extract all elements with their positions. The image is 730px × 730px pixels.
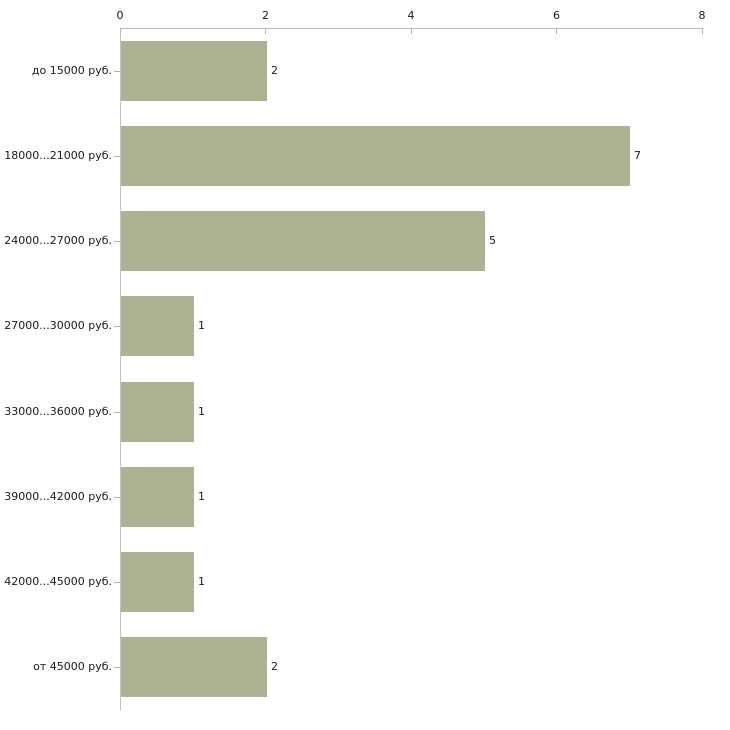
- x-tick-4: [701, 28, 703, 34]
- category-label-4: 33000...36000 руб.: [4, 404, 112, 418]
- category-label-2: 24000...27000 руб.: [4, 234, 112, 248]
- x-tick-label-3: 6: [553, 9, 560, 22]
- bar-value-label-0: 2: [271, 63, 278, 77]
- bar-0[interactable]: [121, 41, 267, 101]
- y-axis-line: [120, 28, 121, 710]
- x-tick-label-4: 8: [698, 9, 706, 22]
- bar-value-label-6: 1: [198, 575, 205, 589]
- y-tick-7: [114, 667, 120, 668]
- x-tick-0: [119, 28, 121, 34]
- category-label-7: от 45000 руб.: [33, 660, 112, 674]
- x-tick-1: [265, 28, 266, 34]
- category-label-1: 18000...21000 руб.: [4, 148, 112, 162]
- y-tick-4: [114, 412, 120, 413]
- y-tick-1: [114, 156, 120, 157]
- bar-3[interactable]: [121, 296, 194, 356]
- category-label-0: до 15000 руб.: [31, 63, 112, 77]
- bar-2[interactable]: [121, 211, 485, 271]
- y-tick-6: [114, 582, 120, 583]
- y-tick-0: [114, 71, 120, 72]
- category-label-6: 42000...45000 руб.: [4, 575, 112, 589]
- bar-value-label-4: 1: [198, 404, 205, 418]
- y-tick-3: [114, 326, 120, 327]
- x-tick-label-1: 2: [262, 9, 269, 22]
- bar-value-label-7: 2: [271, 660, 278, 674]
- x-tick-3: [556, 28, 557, 34]
- bar-5[interactable]: [121, 467, 194, 527]
- bar-value-label-5: 1: [198, 489, 205, 503]
- bar-value-label-1: 7: [634, 148, 641, 162]
- category-label-5: 39000...42000 руб.: [4, 489, 112, 503]
- category-label-3: 27000...30000 руб.: [4, 319, 112, 333]
- bar-1[interactable]: [121, 126, 630, 186]
- y-tick-2: [114, 241, 120, 242]
- bar-value-label-3: 1: [198, 319, 205, 333]
- bar-7[interactable]: [121, 637, 267, 697]
- x-tick-label-2: 4: [407, 9, 415, 22]
- bar-4[interactable]: [121, 382, 194, 442]
- bar-value-label-2: 5: [489, 234, 496, 248]
- y-tick-5: [114, 497, 120, 498]
- x-tick-label-0: 0: [116, 9, 124, 22]
- x-tick-2: [410, 28, 412, 34]
- bar-6[interactable]: [121, 552, 194, 612]
